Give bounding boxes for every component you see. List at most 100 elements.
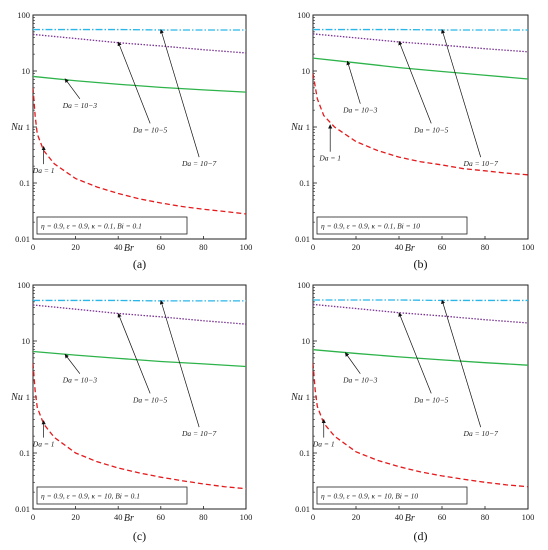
x-tick-label: 100 [522,242,535,252]
y-axis-label: Nu [10,392,23,403]
x-tick-label: 0 [31,242,35,252]
x-tick-label: 100 [240,512,253,522]
series-line [33,363,246,490]
annotation-label: Da = 10−3 [342,106,378,115]
x-tick-label: 60 [157,242,166,252]
y-tick-label: 100 [297,280,310,290]
x-axis-label: Br [124,243,134,254]
series-line [33,304,246,325]
x-tick-label: 0 [31,512,35,522]
annotation-label: Da = 10−7 [181,159,217,168]
y-tick-label: 100 [17,10,30,20]
annotation-arrow [398,40,432,124]
annotation-arrow [117,41,151,124]
panel-label: (b) [414,257,428,271]
annotation-arrow [441,29,482,158]
x-tick-label: 80 [199,242,208,252]
x-tick-label: 100 [240,242,253,252]
y-tick-label: 100 [297,10,310,20]
y-tick-label: 10 [302,66,311,76]
y-axis-label: Nu [10,122,23,133]
x-tick-label: 80 [199,512,208,522]
x-axis-label: Br [405,513,415,524]
annotation-arrow [117,313,151,394]
x-tick-label: 20 [71,512,80,522]
parameter-box [36,486,188,505]
panel-label: (c) [133,529,146,543]
x-axis-label: Br [124,513,134,524]
series-line [33,33,246,54]
annotation-arrow [398,312,432,394]
y-tick-label: 0.01 [15,504,30,514]
series-line [33,87,246,215]
x-tick-label: 40 [114,242,123,252]
annotation-arrow [159,29,200,158]
y-tick-label: 0.01 [295,234,310,244]
x-tick-label: 40 [395,242,404,252]
parameter-box [36,216,188,235]
x-tick-label: 60 [438,512,447,522]
annotation-label: Da = 10−3 [342,376,378,385]
y-axis-label: Nu [290,392,303,403]
y-tick-label: 0.1 [19,178,30,188]
y-tick-label: 1 [26,122,30,132]
y-tick-label: 0.01 [15,234,30,244]
y-tick-label: 0.1 [299,178,310,188]
series-line [313,363,528,488]
annotation-label: Da = 10−5 [132,125,168,134]
annotation-label: Da = 1 [32,440,55,449]
annotation-label: Da = 10−3 [62,376,98,385]
y-tick-label: 1 [306,392,310,402]
x-tick-label: 80 [481,242,490,252]
annotation-arrow [64,353,81,374]
annotation-label: Da = 1 [312,440,335,449]
x-tick-label: 0 [311,242,315,252]
annotation-arrow [64,78,81,100]
x-tick-label: 40 [114,512,123,522]
x-tick-label: 60 [438,242,447,252]
annotation-label: Da = 10−3 [62,101,98,110]
parameter-text: η = 0.9, ε = 0.9, κ = 10, Bi = 0.1 [41,492,140,501]
series-line [313,303,528,324]
annotation-label: Da = 10−5 [132,395,168,404]
y-tick-label: 0.01 [295,504,310,514]
annotation-label: Da = 10−7 [463,159,499,168]
annotation-arrow [441,299,482,428]
y-tick-label: 0.1 [19,448,30,458]
x-tick-label: 20 [352,512,361,522]
panel-label: (d) [414,529,428,543]
parameter-text: η = 0.9, ε = 0.9, κ = 0.1, Bi = 0.1 [41,222,142,231]
x-tick-label: 20 [71,242,80,252]
annotation-arrow [346,60,361,104]
annotation-label: Da = 10−7 [181,429,217,438]
x-tick-label: 0 [311,512,315,522]
y-tick-label: 0.1 [299,448,310,458]
y-tick-label: 10 [302,336,311,346]
series-line [313,349,528,366]
series-line [313,73,528,176]
x-tick-label: 80 [481,512,490,522]
y-tick-label: 100 [17,280,30,290]
y-tick-label: 10 [22,336,31,346]
annotation-label: Da = 10−7 [463,429,499,438]
panel-label: (a) [133,257,146,271]
annotation-arrow [344,352,361,374]
parameter-text: η = 0.9, ε = 0.9, κ = 0.1, Bi = 10 [321,222,420,231]
annotation-arrow [159,300,200,428]
x-tick-label: 100 [522,512,535,522]
x-tick-label: 20 [352,242,361,252]
x-tick-label: 60 [157,512,166,522]
x-tick-label: 40 [395,512,404,522]
annotation-label: Da = 10−5 [413,395,449,404]
y-axis-label: Nu [290,122,303,133]
y-tick-label: 1 [26,392,30,402]
annotation-label: Da = 1 [32,166,55,175]
y-tick-label: 10 [22,66,31,76]
annotation-label: Da = 1 [318,154,341,163]
parameter-box [316,216,468,235]
